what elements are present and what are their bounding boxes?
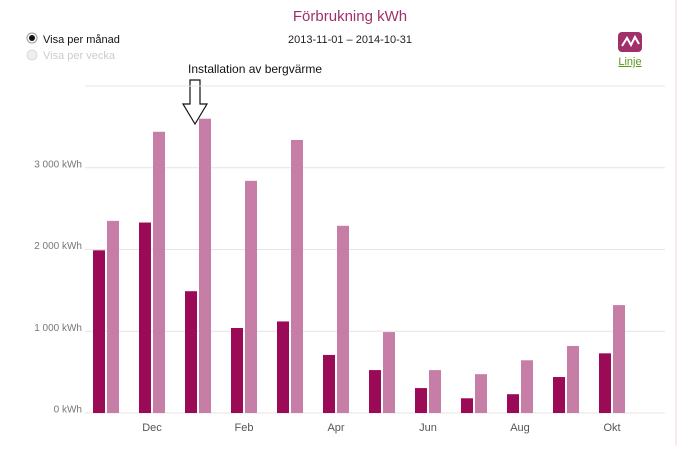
radio-dot — [29, 35, 35, 41]
bar — [429, 370, 441, 413]
bar — [567, 345, 579, 413]
annotation-arrow — [181, 79, 209, 126]
bar — [199, 118, 211, 413]
radio-label: Visa per vecka — [43, 50, 116, 62]
annotation: Installation av bergvärme — [188, 62, 322, 76]
bar — [369, 370, 381, 413]
bar — [153, 131, 165, 413]
bar — [139, 222, 151, 413]
bar — [107, 220, 119, 413]
bar — [461, 398, 473, 413]
bar — [521, 360, 533, 413]
line-toggle[interactable]: Linje — [618, 32, 642, 68]
y-tick-label: 0 kWh — [54, 405, 82, 416]
x-tick-label: Dec — [142, 422, 162, 434]
x-tick-label: Aug — [510, 422, 530, 434]
bar — [245, 180, 257, 413]
x-tick-label: Feb — [235, 422, 254, 434]
y-tick-label: 2 000 kWh — [34, 241, 82, 252]
bar — [185, 291, 197, 413]
bar — [323, 354, 335, 413]
bar — [613, 305, 625, 413]
bar — [415, 388, 427, 413]
chart-title: Förbrukning kWh — [293, 8, 407, 25]
x-tick-label: Okt — [603, 422, 620, 434]
y-tick-label: 3 000 kWh — [34, 159, 82, 170]
icon-glyph — [621, 34, 640, 48]
bar — [291, 139, 303, 413]
radio-month[interactable]: Visa per månad — [26, 32, 120, 46]
bar — [507, 394, 519, 413]
x-tick-label: Jun — [419, 422, 437, 434]
y-tick-label: 1 000 kWh — [34, 323, 82, 334]
chart-subtitle: 2013-11-01 – 2014-10-31 — [288, 34, 412, 46]
radio[interactable] — [26, 49, 38, 61]
bar — [231, 327, 243, 413]
radio-label: Visa per månad — [43, 34, 120, 46]
x-tick-label: Apr — [327, 422, 344, 434]
bar — [277, 321, 289, 413]
bar — [475, 374, 487, 413]
radio-week[interactable]: Visa per vecka — [26, 49, 116, 62]
bar — [383, 332, 395, 413]
bar — [337, 225, 349, 413]
bar — [599, 353, 611, 413]
link[interactable]: Linje — [618, 56, 641, 68]
bar — [93, 250, 105, 413]
bar — [553, 377, 565, 413]
